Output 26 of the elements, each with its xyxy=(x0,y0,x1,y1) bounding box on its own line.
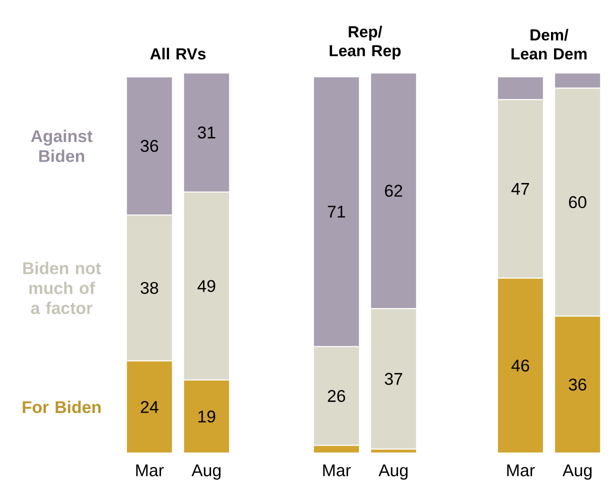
data-label: 60 xyxy=(569,196,586,208)
data-label: 24 xyxy=(140,401,158,413)
data-label: 37 xyxy=(384,372,402,385)
data-label: 19 xyxy=(198,410,216,423)
data-label: 36 xyxy=(140,140,158,152)
data-label: 26 xyxy=(328,390,346,402)
data-label: 46 xyxy=(511,360,530,372)
chart-title: Dem/ Lean Dem xyxy=(512,28,587,60)
data-label: 49 xyxy=(198,280,216,292)
chart-title: Rep/ Lean Rep xyxy=(330,26,401,60)
data-label: 38 xyxy=(140,282,158,294)
x-tick-label: Aug xyxy=(378,464,408,480)
x-tick-label: Mar xyxy=(136,464,164,476)
series-label: For Biden xyxy=(22,400,101,414)
data-label: 36 xyxy=(568,378,586,391)
data-label: 31 xyxy=(198,126,216,138)
x-tick-label: Mar xyxy=(323,464,351,476)
text: Against Biden xyxy=(31,130,92,162)
x-tick-label: Aug xyxy=(562,464,592,480)
series-label: Biden not much of a factor xyxy=(23,262,101,314)
x-tick-label: Mar xyxy=(507,464,535,476)
chart-title: All RVs xyxy=(150,48,206,60)
x-tick-label: Aug xyxy=(192,464,221,480)
data-label: 62 xyxy=(385,184,402,197)
data-label: 71 xyxy=(328,206,346,218)
data-label: 47 xyxy=(511,183,529,195)
